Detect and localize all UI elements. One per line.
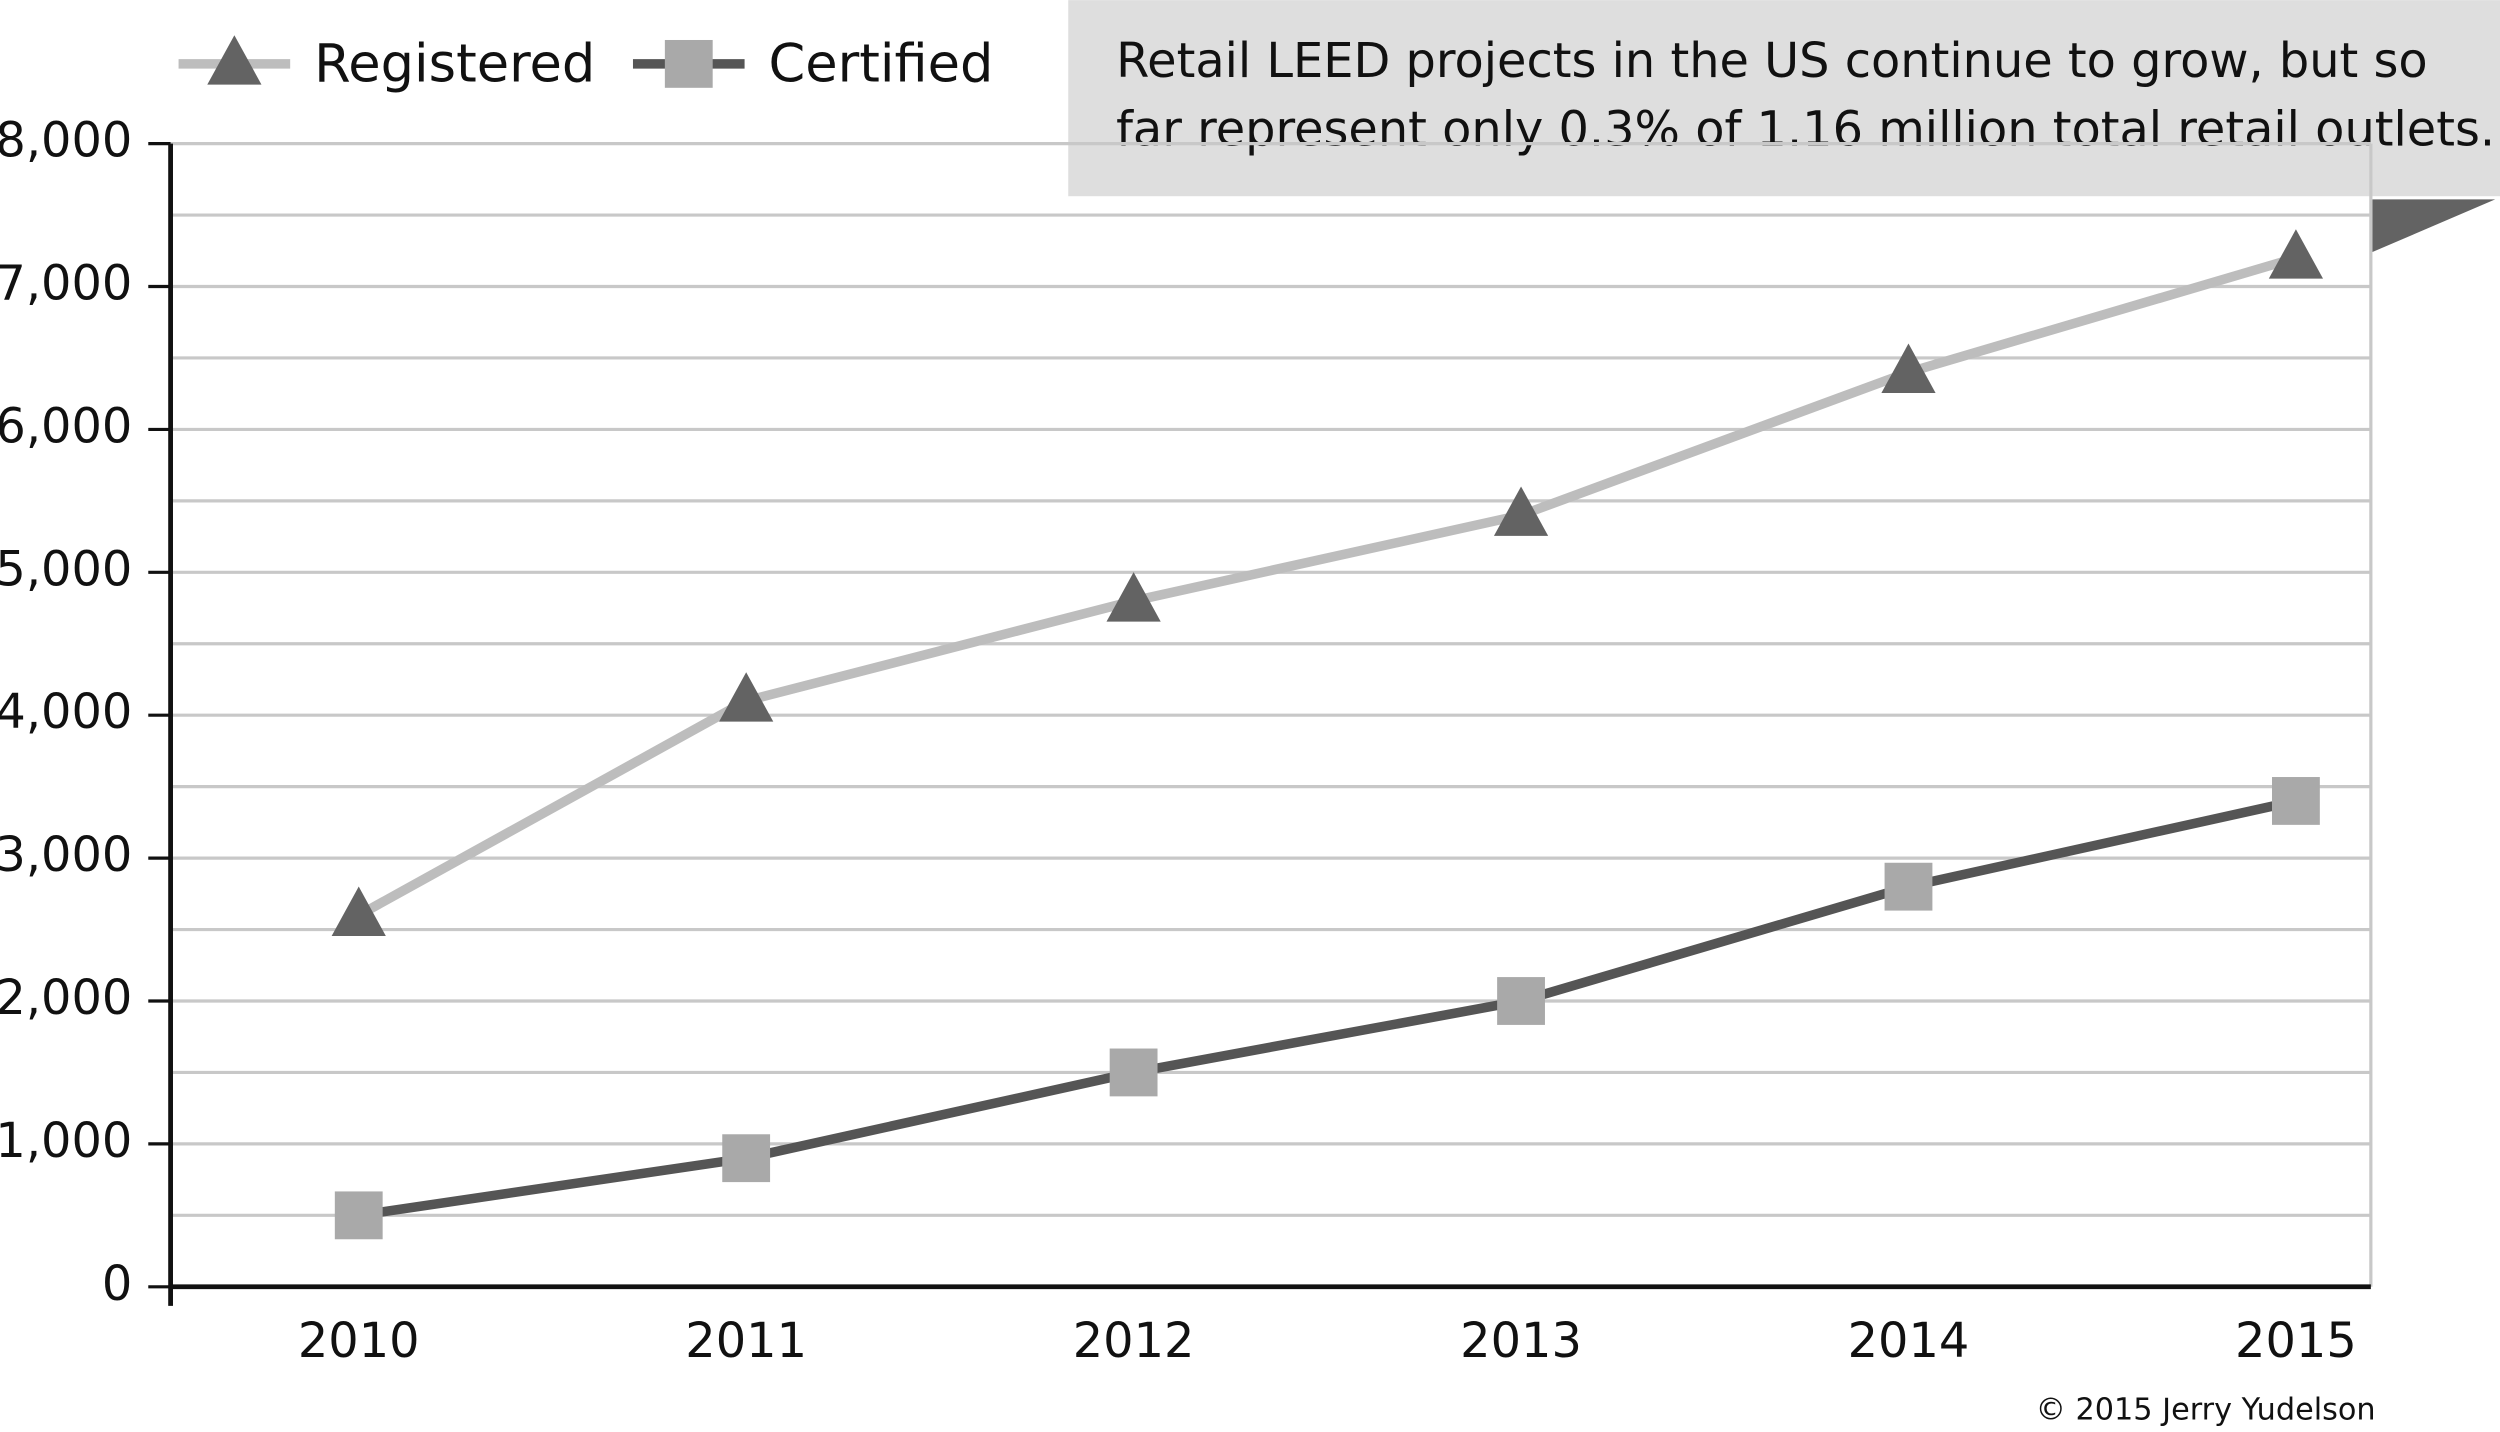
marker (1497, 977, 1545, 1025)
marker (1493, 486, 1549, 536)
y-tick-label: 4,000 (0, 685, 132, 740)
marker (1884, 862, 1933, 911)
x-tick-label: 2010 (298, 1314, 420, 1369)
series-line (358, 796, 2297, 1221)
y-tick-label: 3,000 (0, 828, 132, 883)
marker (1109, 1048, 1158, 1097)
annotation-line: far represent only 0.3% of 1.16 million … (1116, 102, 2495, 157)
credit: © 2015 Jerry Yudelson (2036, 1393, 2376, 1428)
marker (722, 1134, 771, 1183)
x-tick-label: 2014 (1848, 1314, 1970, 1369)
y-tick-label: 7,000 (0, 257, 132, 312)
marker (719, 672, 774, 722)
y-tick-label: 6,000 (0, 399, 132, 454)
legend-label: Certified (768, 34, 993, 95)
annotation-pointer (2372, 199, 2496, 253)
marker (207, 35, 262, 85)
annotation-line: Retail LEED projects in the US continue … (1116, 34, 2428, 89)
y-tick-label: 0 (102, 1257, 132, 1312)
marker (1106, 572, 1161, 622)
y-tick-label: 2,000 (0, 971, 132, 1026)
annotation-box (1068, 0, 2500, 197)
x-tick-label: 2015 (2235, 1314, 2357, 1369)
y-tick-label: 5,000 (0, 542, 132, 597)
marker (331, 886, 386, 936)
legend-label: Registered (314, 34, 595, 95)
x-tick-label: 2013 (1460, 1314, 1582, 1369)
marker (664, 39, 713, 88)
marker (2272, 777, 2320, 825)
x-tick-label: 2011 (685, 1314, 807, 1369)
y-tick-label: 1,000 (0, 1114, 132, 1169)
marker (1881, 343, 1936, 393)
x-tick-label: 2012 (1073, 1314, 1195, 1369)
marker (2268, 229, 2324, 279)
marker (334, 1191, 383, 1240)
series-line (356, 253, 2298, 920)
y-tick-label: 8,000 (0, 114, 132, 169)
